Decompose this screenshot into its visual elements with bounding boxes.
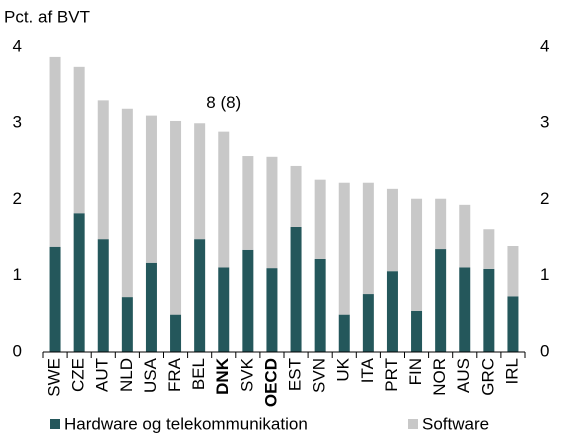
bar-segment [386, 188, 398, 272]
bar-segment [266, 156, 278, 269]
x-tick-label: SVK [237, 357, 256, 392]
y-tick-label: 1 [13, 265, 22, 284]
bar-segment [145, 115, 157, 263]
y2-tick-label: 3 [540, 113, 549, 132]
bar-segment [49, 246, 61, 352]
bar-segment [121, 297, 133, 352]
bar-segment [338, 182, 350, 315]
bar-segment [170, 120, 182, 315]
bar-segment [266, 268, 278, 352]
bar-segment [290, 226, 302, 352]
x-tick-label: AUT [93, 358, 112, 392]
bar-segment [459, 204, 471, 268]
bar-segment [194, 123, 206, 240]
bar-segment [218, 267, 230, 352]
y-tick-label: 4 [13, 36, 22, 55]
x-tick-label: BEL [189, 358, 208, 390]
bar-segment [242, 156, 254, 250]
y-tick-label: 3 [13, 113, 22, 132]
bar-segment [483, 229, 495, 269]
bar-segment [73, 66, 85, 214]
bar-segment [314, 179, 326, 259]
bar-segment [194, 239, 206, 352]
bar-segment [97, 239, 109, 352]
bar-segment [314, 258, 326, 352]
legend-label: Software [422, 414, 489, 433]
bar-segment [459, 267, 471, 352]
x-tick-label: SVN [310, 358, 329, 393]
bar-segment [435, 249, 447, 352]
bar-segment [145, 262, 157, 352]
x-tick-label: NOR [430, 358, 449, 396]
y-tick-label: 2 [13, 189, 22, 208]
bar-segment [242, 249, 254, 352]
x-tick-label: CZE [69, 358, 88, 392]
x-tick-label: OECD [261, 358, 280, 407]
bar-segment [362, 182, 374, 295]
x-tick-label: EST [286, 358, 305, 391]
x-tick-label: SWE [45, 358, 64, 397]
x-tick-label: USA [141, 357, 160, 393]
y2-tick-label: 2 [540, 189, 549, 208]
y2-tick-label: 1 [540, 265, 549, 284]
bar-segment [507, 296, 519, 352]
x-tick-label: AUS [454, 358, 473, 393]
x-tick-label: DNK [213, 357, 232, 395]
bar-segment [435, 198, 447, 250]
bar-segment [411, 310, 423, 352]
x-tick-label: UK [334, 357, 353, 381]
y-axis-label: Pct. af BVT [4, 7, 90, 26]
bar-segment [73, 213, 85, 352]
x-tick-label: PRT [382, 358, 401, 392]
bar-segment [49, 56, 61, 247]
x-tick-label: IRL [502, 358, 521, 384]
x-tick-label: GRC [478, 358, 497, 396]
x-tick-label: FIN [406, 358, 425, 385]
bar-segment [121, 108, 133, 298]
legend-label: Hardware og telekommunikation [64, 414, 308, 433]
y2-tick-label: 4 [540, 36, 549, 55]
x-tick-label: FRA [165, 357, 184, 392]
x-tick-label: NLD [117, 358, 136, 392]
legend-swatch [50, 419, 60, 429]
bar-segment [507, 246, 519, 297]
x-tick-label: ITA [358, 357, 377, 383]
y2-tick-label: 0 [540, 341, 549, 360]
bar-segment [97, 100, 109, 240]
bar-segment [411, 198, 423, 311]
bar-segment [338, 314, 350, 352]
bar-segment [362, 294, 374, 352]
bar-segment [483, 268, 495, 352]
y-tick-label: 0 [13, 341, 22, 360]
annotation: 8 (8) [206, 93, 241, 112]
bar-segment [170, 314, 182, 352]
bar-segment [386, 271, 398, 352]
legend-swatch [408, 419, 418, 429]
bar-segment [290, 165, 302, 227]
bar-segment [218, 131, 230, 268]
